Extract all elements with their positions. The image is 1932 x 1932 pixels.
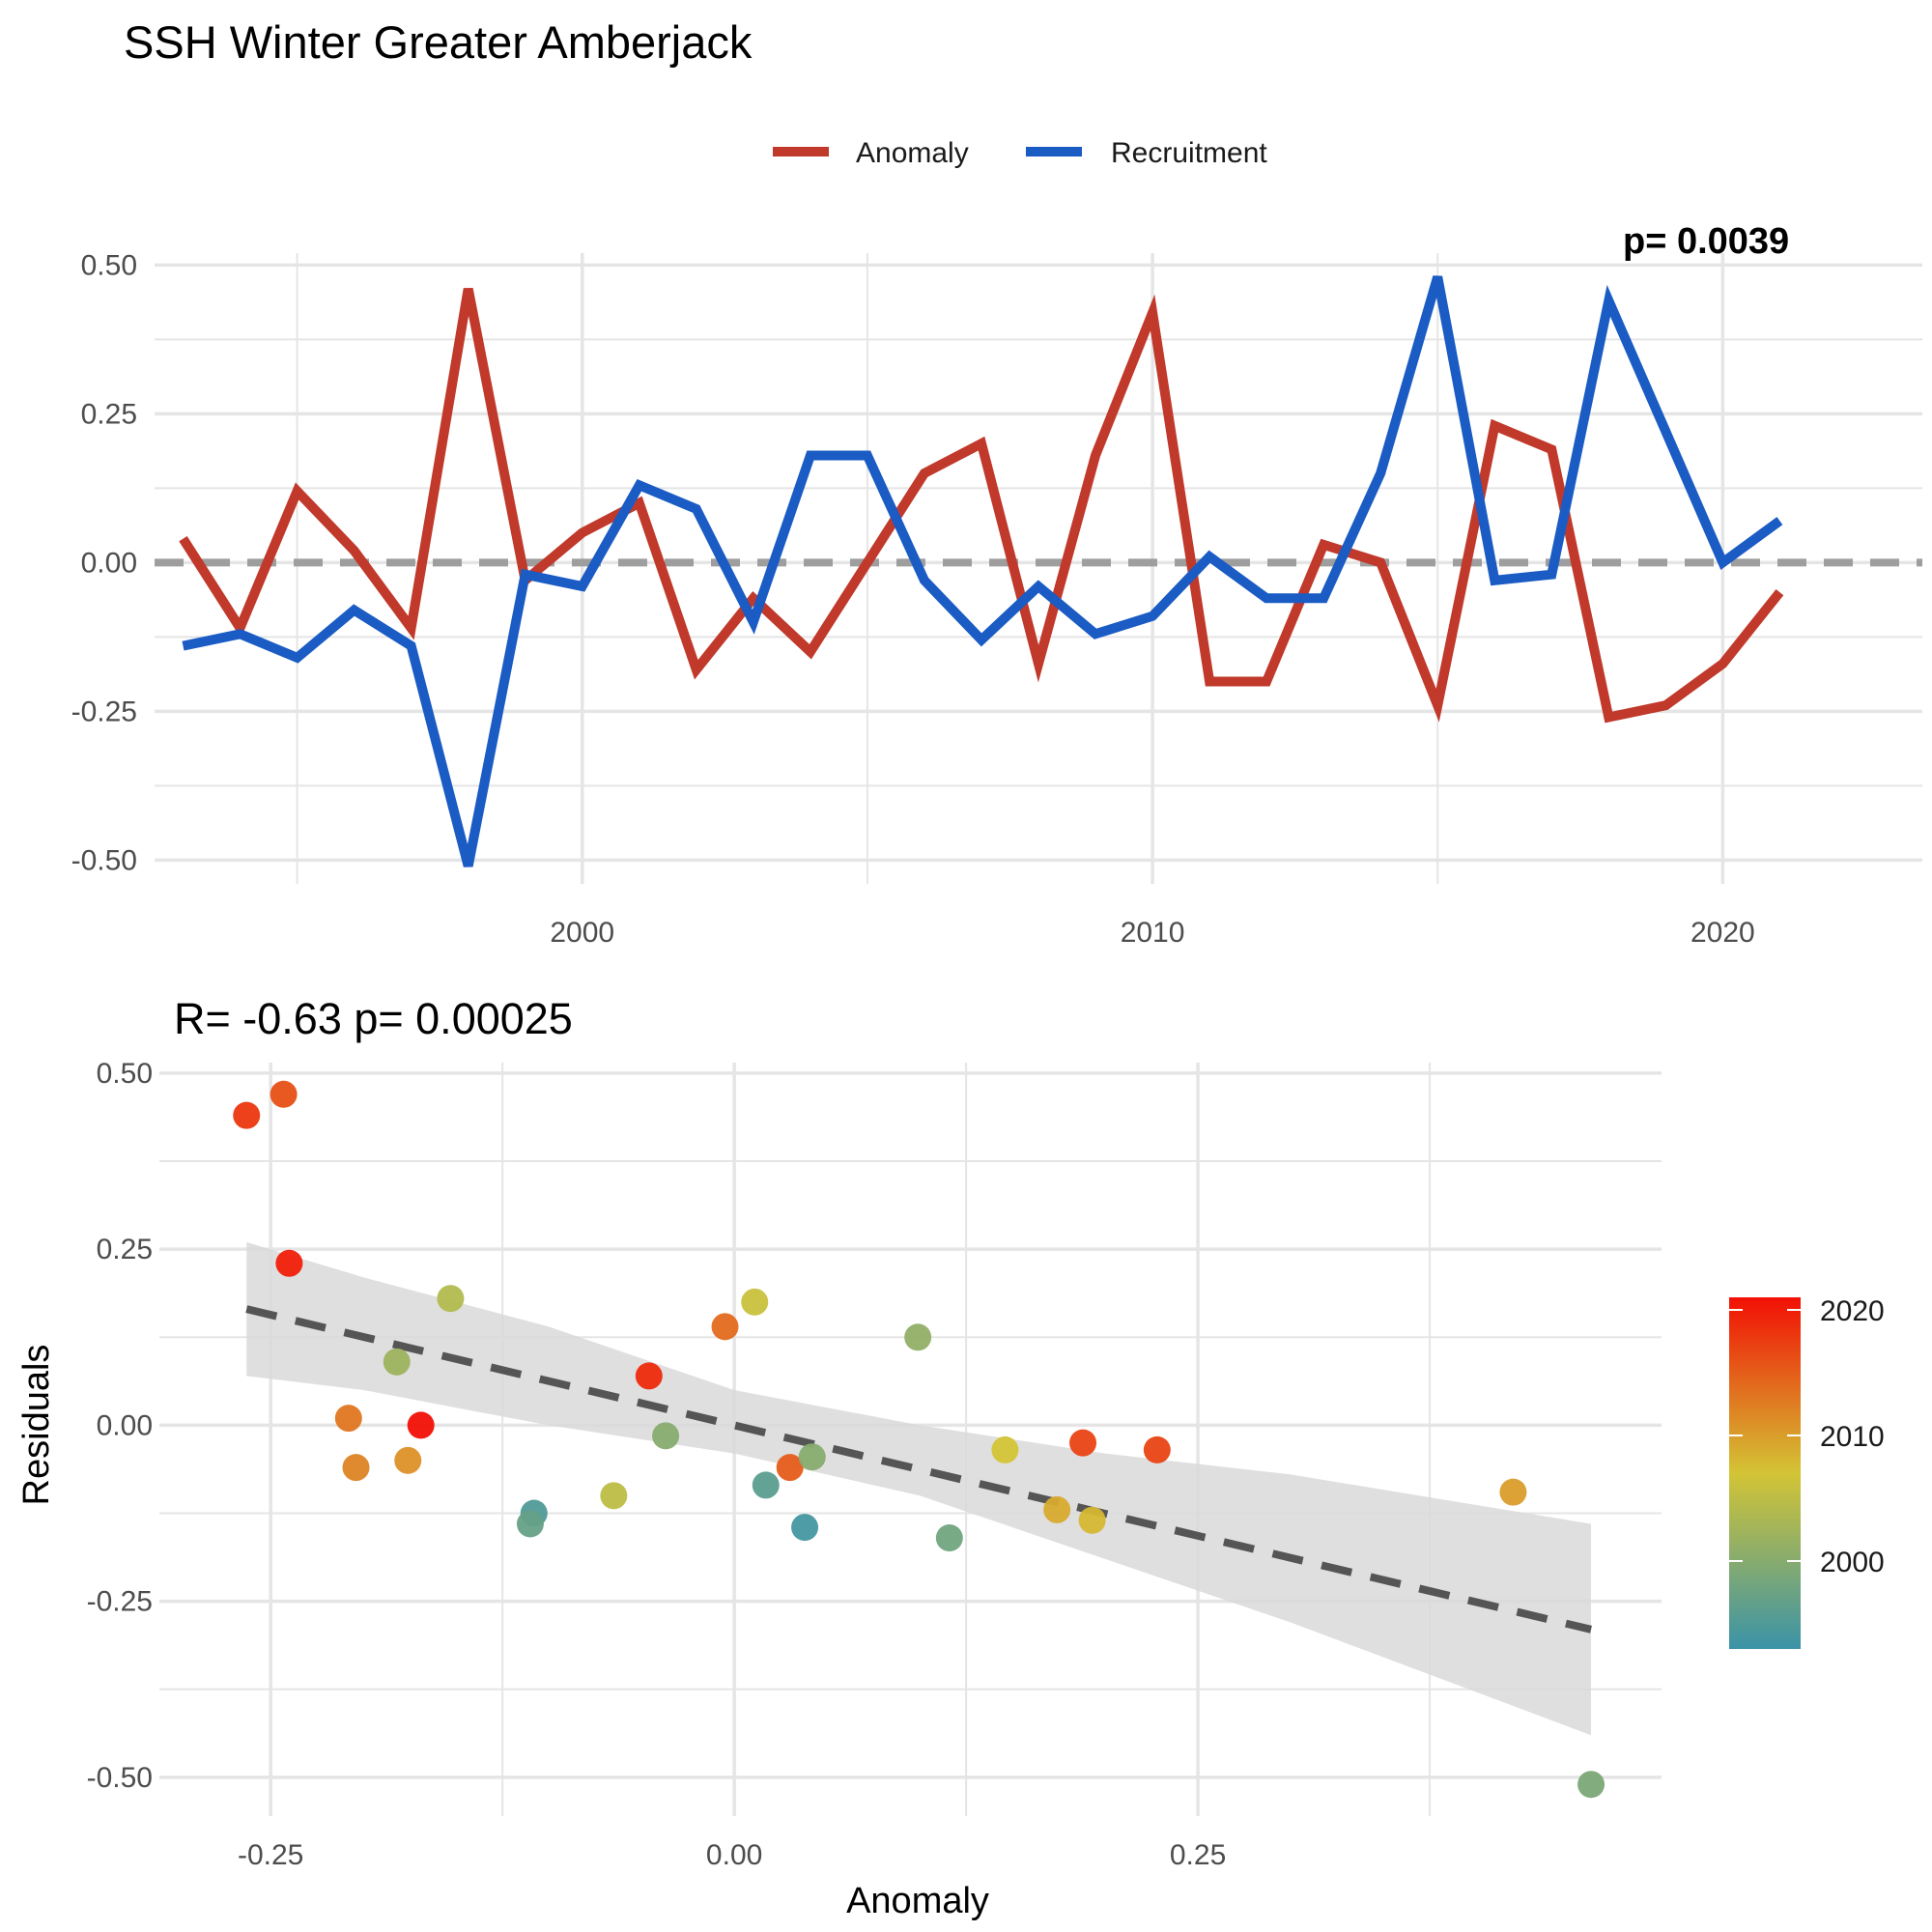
top-corner-text: p= 0.0039 [1623, 221, 1789, 262]
scatter-point [394, 1446, 422, 1474]
scatter-point [334, 1405, 362, 1433]
scatter-point [407, 1411, 435, 1439]
scatter-point [437, 1285, 465, 1313]
y-tick-label: -0.50 [71, 844, 137, 876]
scatter-point [1043, 1495, 1071, 1523]
scatter-point [1069, 1429, 1097, 1457]
scatter-point [1143, 1435, 1171, 1463]
colorbar-label: 2010 [1820, 1421, 1885, 1453]
y-tick-label: 0.00 [97, 1409, 153, 1441]
scatter-point [1499, 1478, 1527, 1506]
x-tick-label: 0.00 [706, 1839, 762, 1871]
scatter-point [516, 1510, 544, 1538]
x-tick-label: 2020 [1690, 917, 1755, 949]
legend-label-recruitment: Recruitment [1111, 137, 1267, 169]
scatter-point [711, 1313, 739, 1341]
colorbar-label: 2020 [1820, 1295, 1885, 1327]
colorbar-gradient [1729, 1297, 1801, 1649]
scatter-point [752, 1471, 780, 1499]
x-tick-label: 0.25 [1170, 1839, 1226, 1871]
colorbar-label: 2000 [1820, 1547, 1885, 1578]
y-tick-label: -0.50 [87, 1762, 153, 1794]
scatter-point [991, 1435, 1019, 1463]
scatter-point [904, 1323, 932, 1351]
y-tick-label: 0.25 [81, 398, 137, 430]
scatter-point [776, 1454, 804, 1482]
x-axis-label: Anomaly [846, 1881, 989, 1921]
scatter-point [1078, 1506, 1106, 1534]
y-tick-label: 0.50 [97, 1058, 153, 1090]
y-tick-label: 0.25 [97, 1234, 153, 1265]
scatter-point [233, 1101, 261, 1129]
scatter-point [600, 1482, 628, 1510]
series-line-recruitment [182, 275, 1783, 867]
y-tick-label: 0.00 [81, 547, 137, 579]
scatter-point [270, 1080, 298, 1108]
scatter-point [798, 1443, 826, 1471]
confidence-band [246, 1241, 1592, 1736]
scatter-point [741, 1288, 769, 1316]
scatter-subtitle: R= -0.63 p= 0.00025 [174, 994, 573, 1043]
y-tick-label: -0.25 [87, 1586, 153, 1618]
series-line-anomaly [179, 288, 1784, 724]
legend: Anomaly Recruitment [773, 137, 1267, 169]
y-tick-label: 0.50 [81, 249, 137, 281]
scatter-point [635, 1362, 663, 1390]
y-axis-label: Residuals [16, 1345, 57, 1506]
regression-line [245, 1305, 1592, 1634]
legend-label-anomaly: Anomaly [856, 137, 969, 169]
x-tick-label: -0.25 [238, 1839, 303, 1871]
scatter-point [652, 1422, 680, 1450]
scatter-point [342, 1454, 370, 1482]
scatter-point [275, 1249, 303, 1277]
chart-title: SSH Winter Greater Amberjack [124, 16, 753, 68]
scatter-point [935, 1524, 963, 1552]
scatter-point [1577, 1771, 1605, 1799]
scatter-point [791, 1514, 819, 1542]
time-series-panel: -0.50 -0.25 0.00 0.25 0.50 2000 2010 2020 [71, 249, 1922, 949]
x-tick-label: 2000 [550, 917, 614, 949]
x-tick-label: 2010 [1121, 917, 1185, 949]
colorbar: 2000 2010 2020 [1729, 1295, 1885, 1649]
scatter-point [383, 1348, 411, 1376]
y-tick-label: -0.25 [71, 696, 137, 727]
scatter-panel: -0.50 -0.25 0.00 0.25 0.50 -0.25 0.00 0.25 [87, 1058, 1662, 1871]
